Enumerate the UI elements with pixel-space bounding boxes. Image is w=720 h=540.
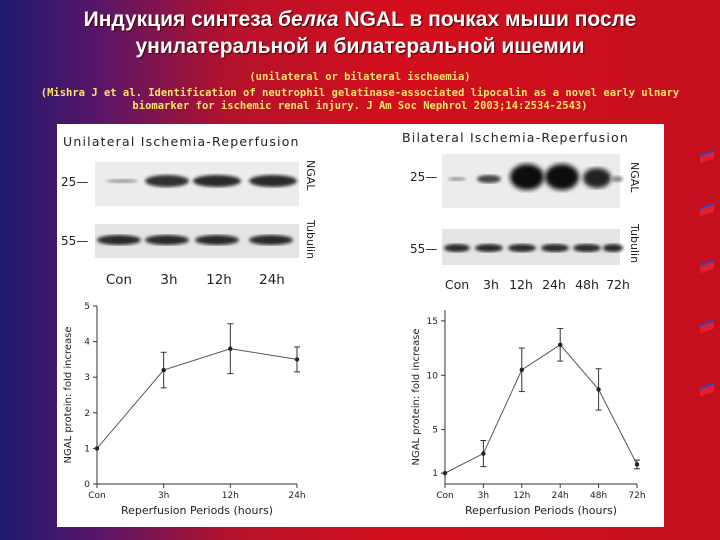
blot-title-bilateral: Bilateral Ischemia-Reperfusion: [402, 130, 629, 145]
blot-title-unilateral: Unilateral Ischemia-Reperfusion: [63, 134, 300, 149]
tubulin-band: [508, 244, 536, 252]
data-point: [94, 446, 100, 451]
y-tick-label: 15: [427, 317, 438, 327]
tubulin-band: [603, 244, 623, 252]
y-tick-label: 4: [84, 338, 90, 348]
tubulin-label: Tubulin: [628, 223, 641, 263]
lane-label: Con: [106, 272, 132, 288]
y-tick-label: 5: [432, 426, 438, 436]
lane-label: 3h: [160, 272, 177, 288]
mw-marker-55: 55—: [410, 242, 437, 256]
data-point: [442, 470, 448, 476]
tubulin-band: [573, 244, 601, 252]
lane-label: Con: [445, 277, 469, 292]
lane-label: 48h: [575, 277, 599, 292]
y-axis-label: NGAL protein: fold increase: [411, 328, 422, 465]
data-point: [634, 462, 640, 467]
x-tick-label: 24h: [288, 491, 305, 501]
citation-line1: (Mishra J et al. Identification of neutr…: [40, 87, 680, 99]
ngal-band: [611, 176, 623, 182]
x-axis-label: Reperfusion Periods (hours): [465, 504, 617, 517]
citation-line2: biomarker for ischemic renal injury. J A…: [132, 100, 588, 112]
y-tick-label: 10: [427, 371, 439, 381]
decor-mark: [700, 382, 714, 397]
data-point: [228, 346, 233, 351]
title-part: NGAL в почках мыши после: [338, 8, 637, 31]
mw-marker-25: 25—: [61, 175, 88, 189]
ngal-band: [545, 164, 579, 190]
slide-title-line1: Индукция синтеза белка NGAL в почках мыш…: [0, 8, 720, 32]
x-tick-label: Con: [88, 491, 106, 501]
decor-mark: [700, 319, 714, 334]
y-axis-label: NGAL protein: fold increase: [63, 326, 74, 463]
ngal-band: [448, 177, 466, 181]
ngal-band: [193, 175, 241, 187]
lane-label: 24h: [259, 272, 285, 288]
slide-title-line2: унилатеральной и билатеральной ишемии: [135, 35, 585, 58]
figure-panel: Unilateral Ischemia-Reperfusion 25— NGAL…: [57, 124, 664, 527]
x-tick-label: Con: [436, 491, 454, 501]
x-axis-label: Reperfusion Periods (hours): [121, 504, 273, 517]
subtitle: (unilateral or bilateral ischaemia): [249, 71, 471, 83]
decor-mark: [700, 149, 714, 164]
y-tick-label: 1: [432, 469, 438, 479]
series-line: [444, 344, 638, 474]
y-tick-label: 2: [84, 409, 90, 419]
title-emphasis: белка: [277, 8, 339, 31]
decor-mark: [700, 259, 714, 274]
ngal-band: [510, 164, 544, 190]
figure-svg: Unilateral Ischemia-Reperfusion 25— NGAL…: [61, 130, 646, 517]
x-tick-label: 24h: [552, 491, 569, 501]
data-point: [558, 342, 563, 347]
y-tick-label: 0: [84, 480, 90, 490]
ngal-band: [583, 168, 611, 188]
x-tick-label: 3h: [478, 491, 489, 501]
series-line: [96, 348, 298, 449]
tubulin-band: [475, 244, 503, 252]
data-point: [596, 387, 601, 392]
tubulin-band: [195, 235, 239, 245]
lane-label: 3h: [483, 277, 499, 292]
tubulin-band: [97, 235, 141, 245]
data-point: [481, 451, 486, 456]
y-tick-label: 3: [84, 373, 90, 383]
x-tick-label: 3h: [158, 491, 169, 501]
decor-mark: [700, 202, 714, 217]
tubulin-label: Tubulin: [304, 219, 317, 259]
ngal-label: NGAL: [304, 160, 317, 191]
tubulin-band: [541, 244, 569, 252]
chart-unilateral: 0 1 2 3 4 5 Con 3h 12h 24h NGAL protein: fold incr…: [63, 302, 306, 517]
tubulin-band: [249, 235, 293, 245]
lane-label: 24h: [542, 277, 566, 292]
x-tick-label: 48h: [590, 491, 607, 501]
tubulin-band: [444, 244, 470, 252]
x-tick-label: 72h: [628, 491, 645, 501]
data-point: [294, 357, 300, 362]
ngal-label: NGAL: [628, 162, 641, 193]
ngal-band: [249, 175, 297, 187]
title-part: Индукция синтеза: [83, 8, 278, 31]
x-tick-label: 12h: [513, 491, 530, 501]
tubulin-band: [145, 235, 189, 245]
lane-label: 72h: [606, 277, 630, 292]
y-tick-label: 5: [84, 302, 90, 312]
data-point: [161, 367, 166, 373]
mw-marker-55: 55—: [61, 234, 88, 248]
lane-label: 12h: [206, 272, 232, 288]
lane-label: 12h: [509, 277, 533, 292]
ngal-band: [106, 179, 138, 183]
ngal-band: [145, 175, 189, 187]
y-tick-label: 1: [84, 444, 90, 454]
ngal-band: [477, 175, 501, 183]
data-point: [519, 367, 524, 373]
x-tick-label: 12h: [222, 491, 239, 501]
mw-marker-25: 25—: [410, 170, 437, 184]
